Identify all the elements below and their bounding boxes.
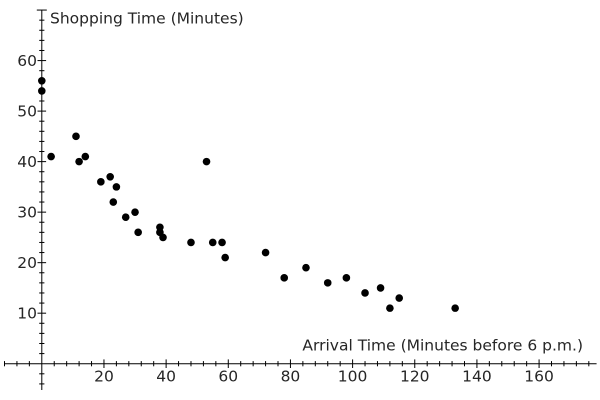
- x-axis-title: Arrival Time (Minutes before 6 p.m.): [302, 337, 583, 355]
- x-tick-label: 160: [524, 368, 554, 386]
- y-tick-label: 30: [17, 203, 37, 221]
- data-point: [342, 274, 351, 282]
- data-point: [386, 304, 394, 312]
- data-point: [187, 238, 195, 247]
- data-point: [451, 304, 459, 312]
- data-point: [109, 198, 118, 206]
- data-point: [131, 208, 139, 216]
- data-point: [261, 248, 270, 257]
- data-point: [38, 76, 46, 85]
- x-tick-label: 120: [400, 368, 430, 386]
- x-tick-label: 80: [281, 368, 301, 386]
- tick-labels-layer: 20 40 60 80 100 120 140 160 10 20 30 40 50 60: [17, 52, 554, 386]
- data-point: [106, 172, 114, 181]
- data-point: [208, 238, 217, 247]
- ticks-layer: [4, 19, 590, 385]
- axes-layer: [4, 9, 597, 390]
- x-tick-label: 20: [94, 368, 114, 386]
- data-point: [72, 132, 80, 141]
- x-tick-label: 100: [338, 368, 368, 386]
- data-point: [302, 263, 310, 272]
- data-point: [75, 157, 83, 166]
- data-point: [218, 238, 226, 247]
- y-tick-label: 10: [17, 304, 37, 322]
- x-tick-label: 60: [218, 368, 238, 386]
- x-tick-label: 140: [462, 368, 492, 386]
- data-point: [121, 213, 130, 221]
- data-point: [47, 152, 55, 161]
- data-point: [97, 178, 105, 186]
- x-tick-label: 40: [156, 368, 176, 386]
- y-tick-label: 40: [17, 153, 37, 171]
- data-point: [323, 279, 332, 287]
- data-point: [376, 284, 385, 292]
- data-point: [395, 294, 404, 302]
- y-tick-label: 50: [17, 102, 37, 120]
- data-point: [202, 157, 211, 166]
- y-tick-label: 20: [17, 254, 37, 272]
- y-tick-label: 60: [17, 52, 37, 70]
- data-point: [221, 253, 229, 262]
- y-axis-title: Shopping Time (Minutes): [50, 10, 244, 28]
- data-points-layer: [38, 76, 459, 312]
- data-point: [159, 233, 167, 242]
- data-point: [38, 87, 46, 95]
- data-point: [134, 228, 142, 237]
- data-point: [361, 289, 369, 297]
- data-point: [156, 223, 164, 232]
- data-point: [280, 274, 289, 282]
- data-point: [81, 152, 90, 161]
- data-point: [112, 183, 121, 191]
